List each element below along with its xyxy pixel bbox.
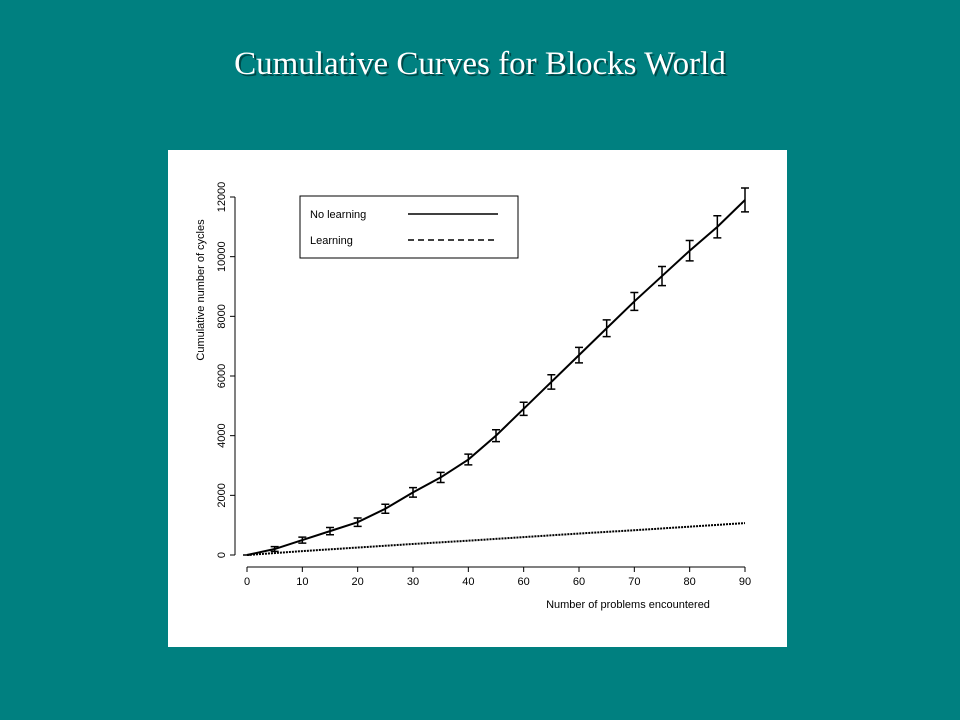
y-tick-label: 4000 [216, 423, 228, 447]
x-axis-label: Number of problems encountered [546, 599, 710, 611]
y-tick-label: 10000 [216, 241, 228, 272]
y-tick-label: 8000 [216, 304, 228, 328]
legend-label: No learning [310, 209, 366, 221]
x-tick-label: 90 [739, 576, 751, 588]
y-tick-label: 12000 [216, 182, 228, 213]
slide-title: Cumulative Curves for Blocks World [234, 46, 726, 82]
error-bar [741, 187, 749, 213]
error-bar [353, 517, 362, 528]
error-bar [685, 239, 694, 262]
x-tick-label: 60 [518, 576, 530, 588]
error-bar [602, 319, 611, 338]
y-tick-label: 6000 [216, 364, 228, 388]
x-tick-label: 0 [244, 576, 250, 588]
title-shadow: Cumulative Curves for Blocks World [236, 48, 728, 84]
error-bar [326, 526, 334, 536]
x-tick-label: 80 [684, 576, 696, 588]
error-bar [298, 536, 307, 544]
error-bar [409, 486, 417, 498]
error-bar [381, 503, 390, 514]
legend-label: Learning [310, 235, 353, 247]
x-tick-label: 70 [628, 576, 640, 588]
x-tick-label: 30 [407, 576, 419, 588]
error-bar [658, 265, 666, 287]
error-bar [492, 428, 500, 443]
x-tick-label: 20 [352, 576, 364, 588]
error-bar [630, 291, 639, 312]
error-bar [436, 471, 445, 484]
error-bar [713, 215, 722, 239]
x-tick-label: 40 [462, 576, 474, 588]
y-axis-label: Cumulative number of cycles [195, 219, 207, 361]
error-bar [464, 453, 473, 466]
error-bar [575, 346, 583, 364]
y-tick-label: 0 [216, 552, 228, 558]
error-bar [547, 374, 556, 390]
series-line [246, 522, 746, 556]
y-tick-label: 2000 [216, 483, 228, 507]
x-tick-label: 10 [296, 576, 308, 588]
error-bar [519, 401, 528, 417]
error-bar [270, 545, 279, 553]
legend-box [299, 195, 519, 259]
x-tick-label: 60 [573, 576, 585, 588]
